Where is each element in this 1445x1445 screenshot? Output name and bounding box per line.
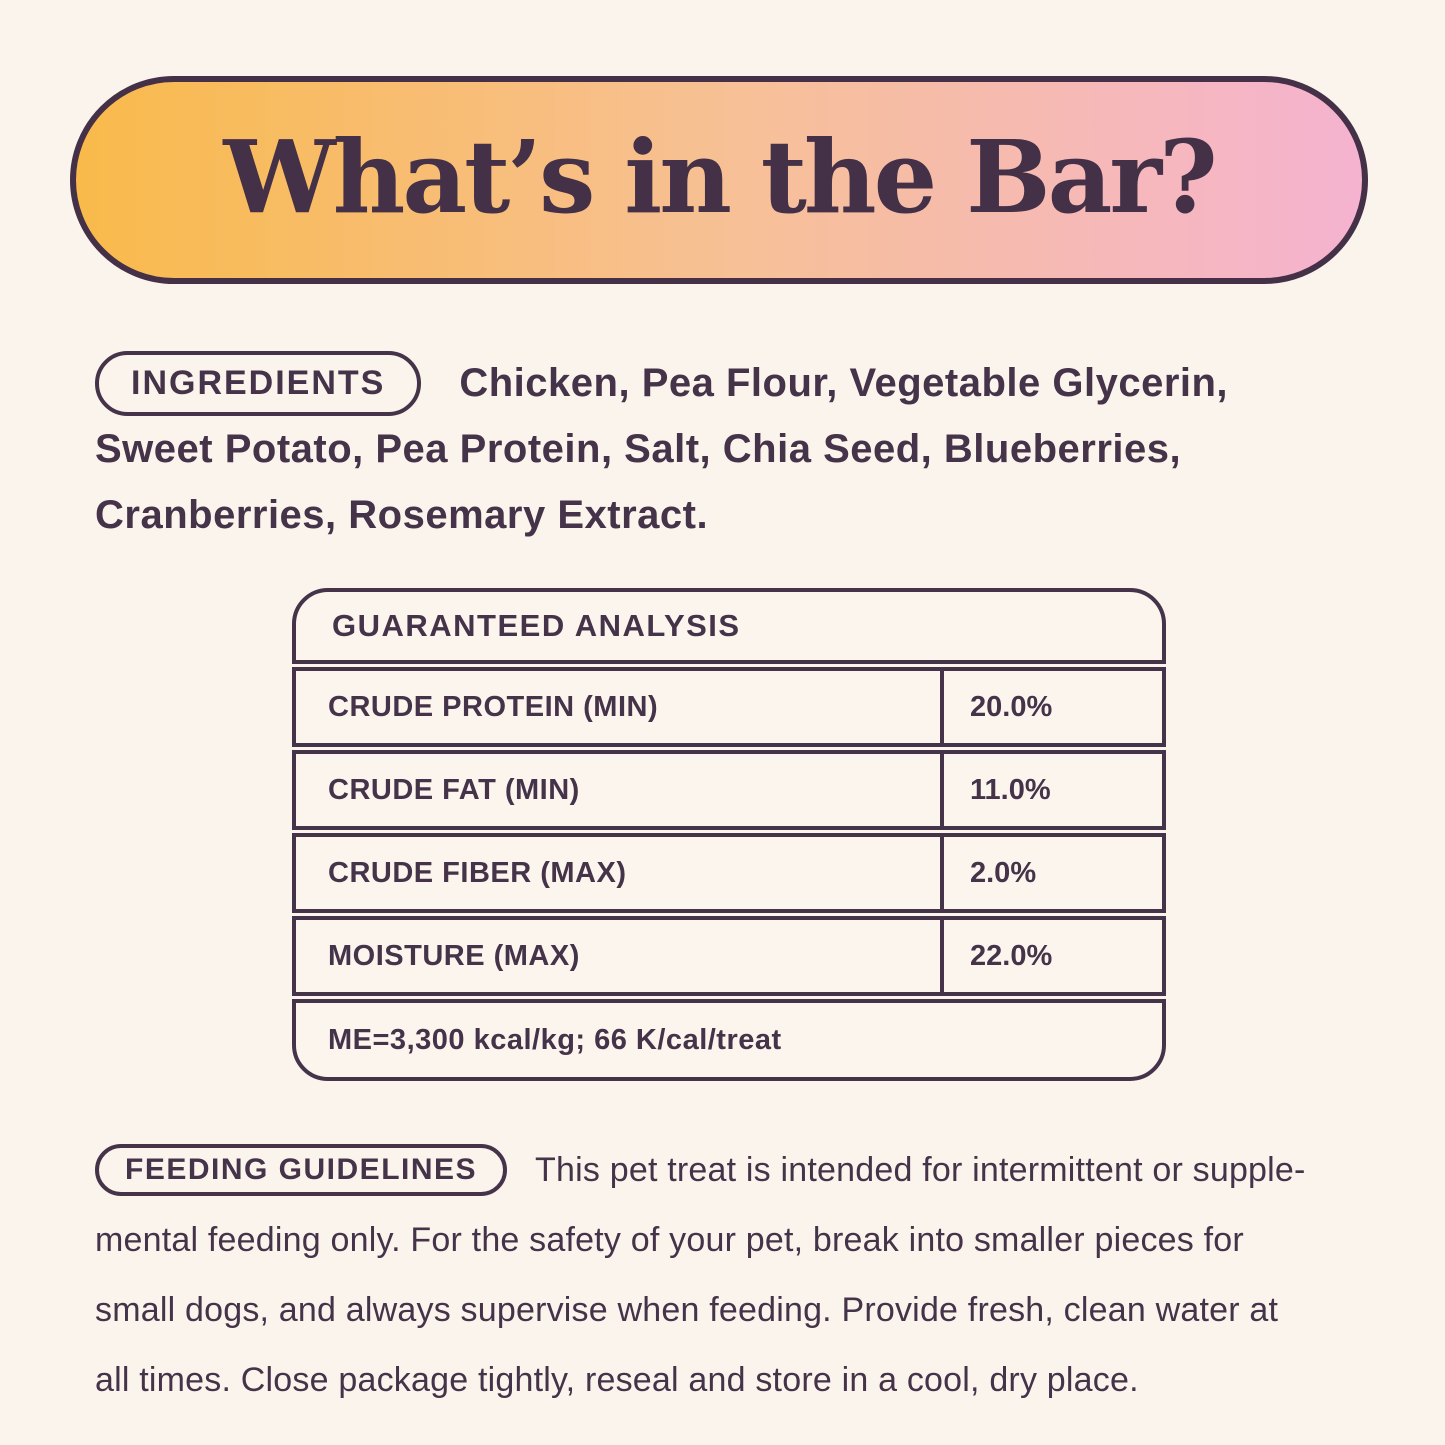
calorie-footnote: ME=3,300 kcal/kg; 66 K/cal/treat (328, 1023, 782, 1056)
ingredients-line: INGREDIENTS Chicken, Pea Flour, Vegetabl… (95, 350, 1395, 416)
feeding-line: all times. Close package tightly, reseal… (95, 1345, 1405, 1415)
ingredients-text-line-3: Cranberries, Rosemary Extract. (95, 492, 709, 537)
ingredients-section: INGREDIENTS Chicken, Pea Flour, Vegetabl… (95, 350, 1395, 548)
feeding-text-line-1: This pet treat is intended for intermitt… (535, 1150, 1306, 1189)
feeding-text-line-4: all times. Close package tightly, reseal… (95, 1360, 1139, 1399)
row-value-cell: 11.0% (940, 754, 1162, 826)
row-label: CRUDE FIBER (MAX) (328, 856, 627, 889)
feeding-line: small dogs, and always supervise when fe… (95, 1275, 1405, 1345)
row-value-cell: 20.0% (940, 671, 1162, 743)
ingredients-label-pill: INGREDIENTS (95, 350, 422, 416)
feeding-guidelines-label: FEEDING GUIDELINES (125, 1153, 478, 1186)
page-title: What’s in the Bar? (223, 118, 1217, 236)
row-label: CRUDE PROTEIN (MIN) (328, 690, 659, 723)
row-label-cell: CRUDE PROTEIN (MIN) (296, 671, 940, 743)
feeding-line: FEEDING GUIDELINES This pet treat is int… (95, 1135, 1405, 1205)
table-row: CRUDE FAT (MIN) 11.0% (292, 750, 1166, 830)
row-value: 20.0% (970, 690, 1053, 723)
guaranteed-analysis-table: GUARANTEED ANALYSIS CRUDE PROTEIN (MIN) … (292, 588, 1166, 1081)
title-banner: What’s in the Bar? (70, 76, 1368, 284)
table-title: GUARANTEED ANALYSIS (332, 608, 741, 643)
row-label-cell: CRUDE FAT (MIN) (296, 754, 940, 826)
ingredients-text-line-1: Chicken, Pea Flour, Vegetable Glycerin, (459, 360, 1229, 405)
feeding-guidelines-section: FEEDING GUIDELINES This pet treat is int… (95, 1135, 1405, 1415)
row-label: MOISTURE (MAX) (328, 939, 580, 972)
table-title-row: GUARANTEED ANALYSIS (292, 588, 1166, 664)
row-value: 2.0% (970, 856, 1037, 889)
ingredients-label: INGREDIENTS (131, 363, 386, 402)
row-label: CRUDE FAT (MIN) (328, 773, 580, 806)
row-value-cell: 22.0% (940, 920, 1162, 992)
table-row: CRUDE PROTEIN (MIN) 20.0% (292, 667, 1166, 747)
ingredients-line: Cranberries, Rosemary Extract. (95, 482, 1395, 548)
row-value: 22.0% (970, 939, 1053, 972)
table-row: CRUDE FIBER (MAX) 2.0% (292, 833, 1166, 913)
feeding-text-line-3: small dogs, and always supervise when fe… (95, 1290, 1279, 1329)
feeding-guidelines-label-pill: FEEDING GUIDELINES (95, 1144, 508, 1196)
feeding-line: mental feeding only. For the safety of y… (95, 1205, 1405, 1275)
ingredients-line: Sweet Potato, Pea Protein, Salt, Chia Se… (95, 416, 1395, 482)
row-value-cell: 2.0% (940, 837, 1162, 909)
row-label-cell: MOISTURE (MAX) (296, 920, 940, 992)
table-row: MOISTURE (MAX) 22.0% (292, 916, 1166, 996)
row-label-cell: CRUDE FIBER (MAX) (296, 837, 940, 909)
table-footnote-row: ME=3,300 kcal/kg; 66 K/cal/treat (292, 999, 1166, 1081)
ingredients-text-line-2: Sweet Potato, Pea Protein, Salt, Chia Se… (95, 426, 1182, 471)
row-value: 11.0% (970, 773, 1051, 806)
feeding-text-line-2: mental feeding only. For the safety of y… (95, 1220, 1244, 1259)
